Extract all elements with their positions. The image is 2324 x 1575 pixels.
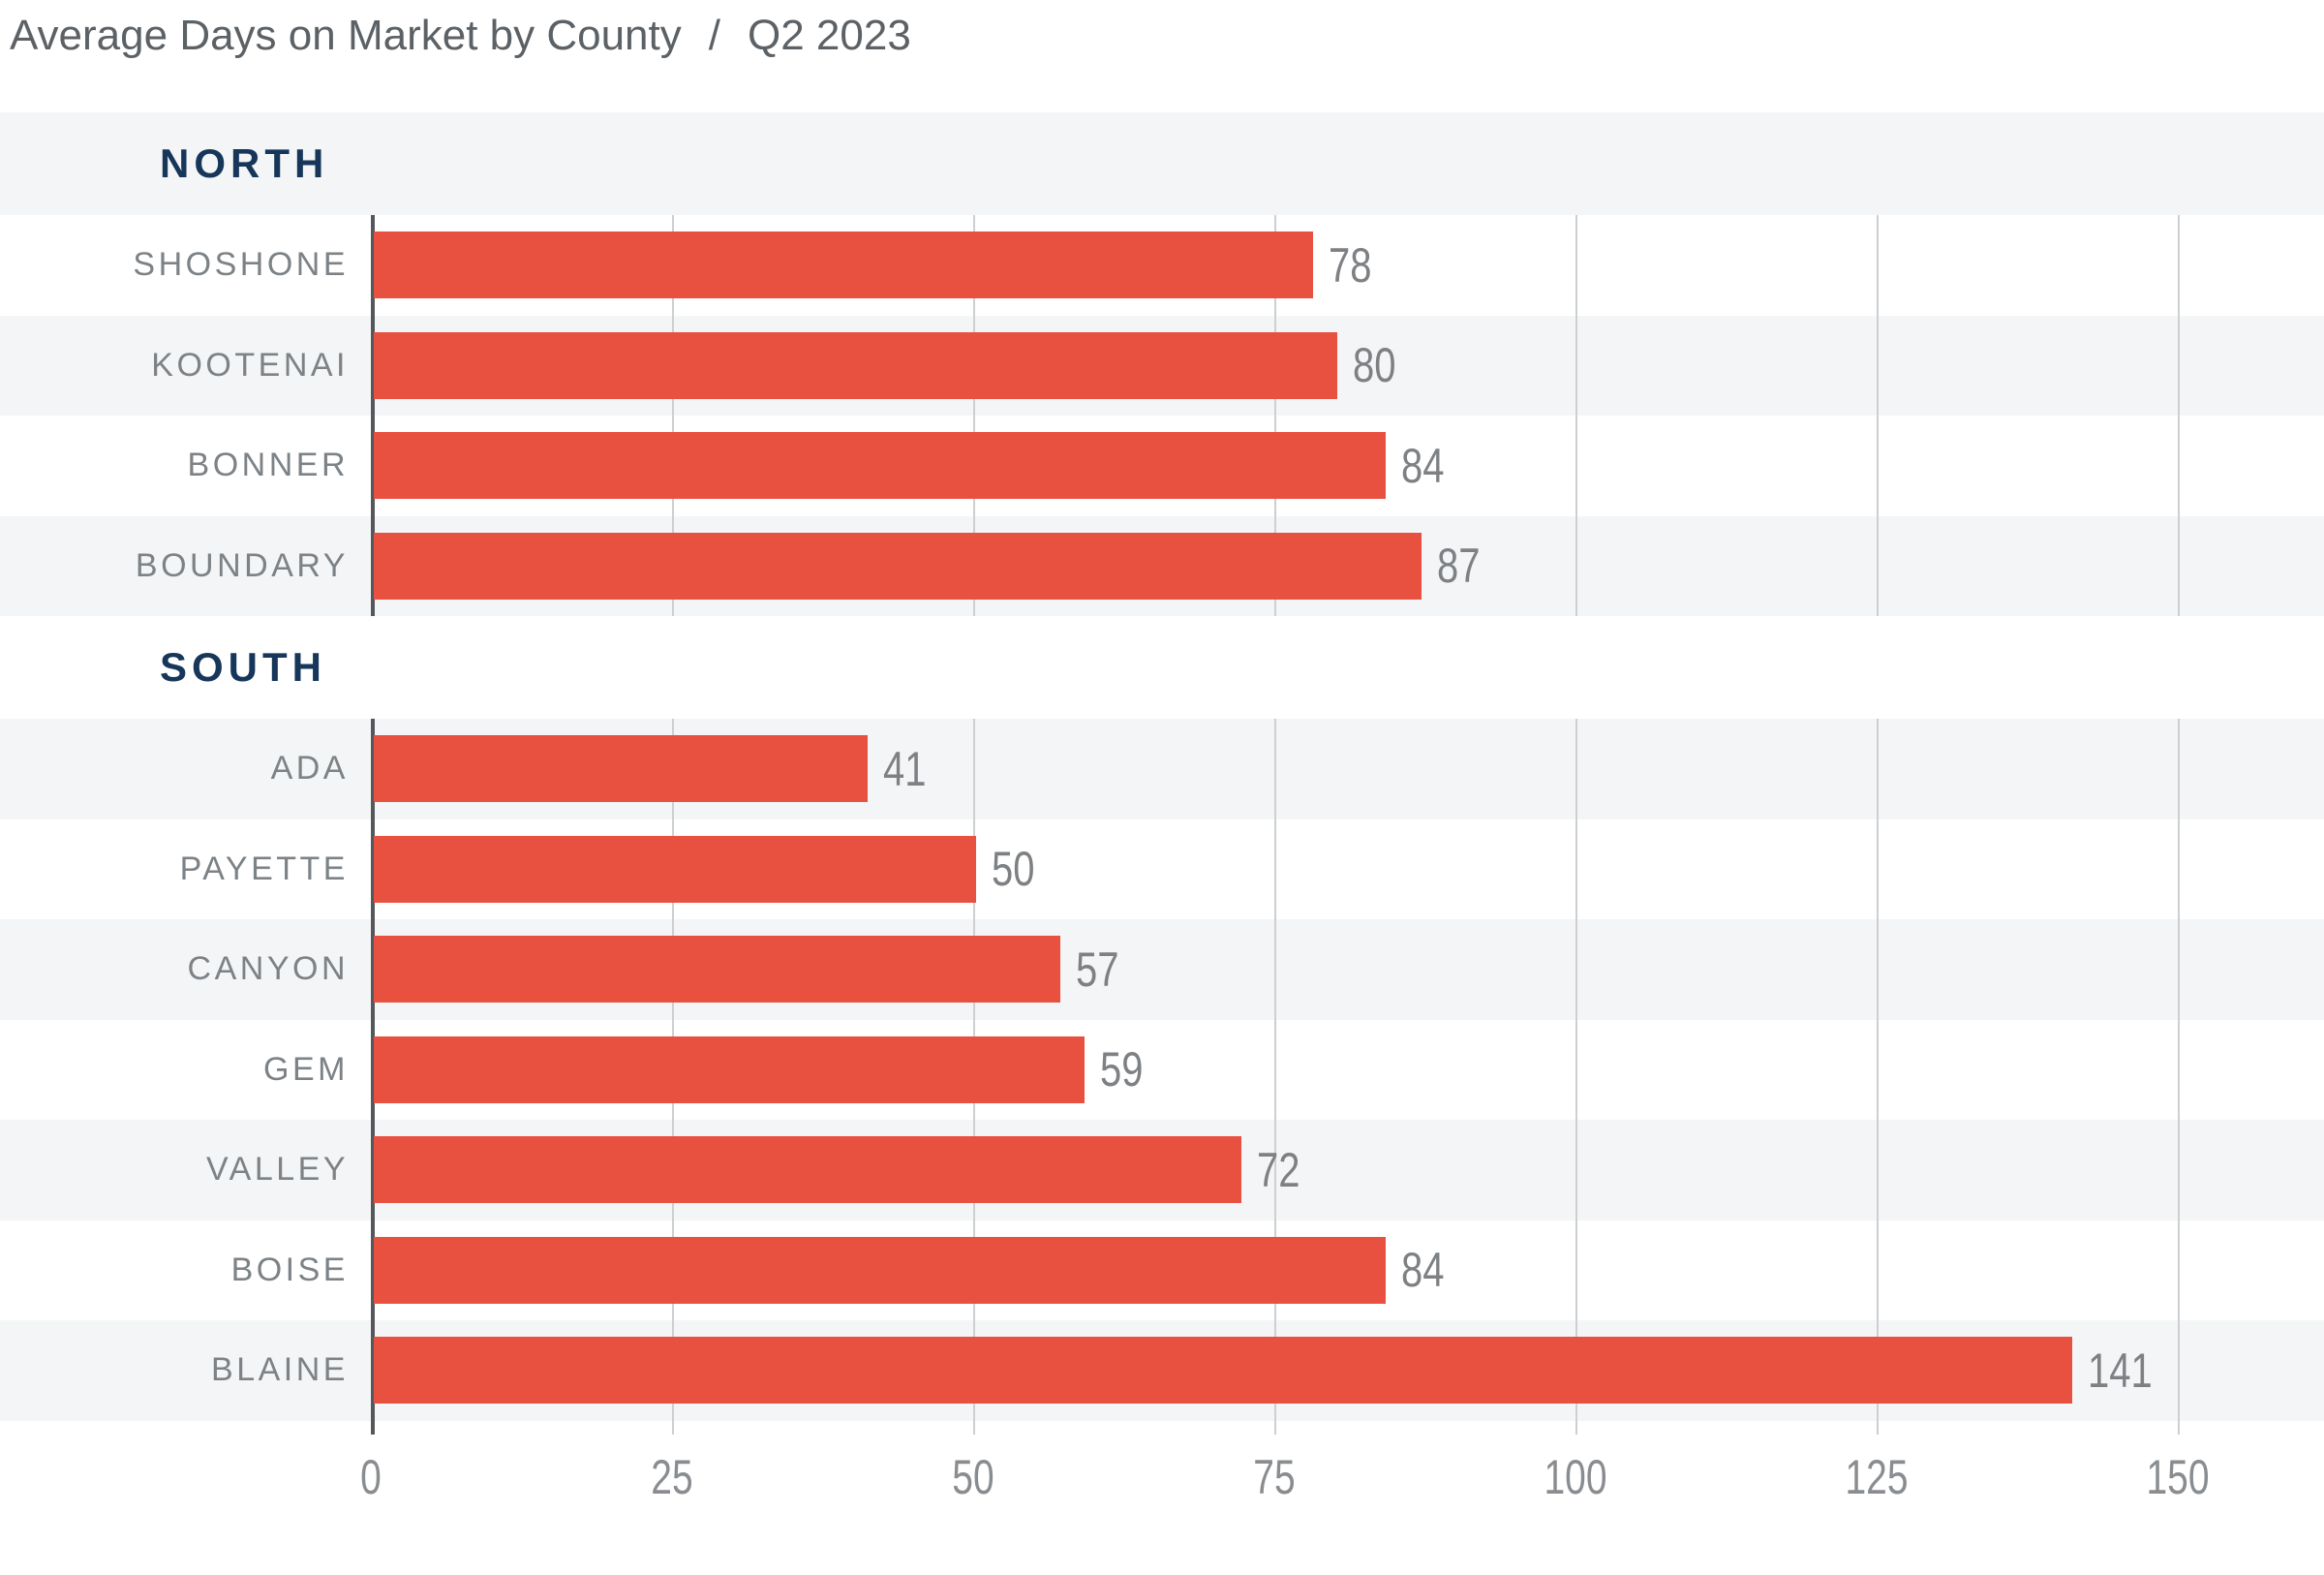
axis-zero-line: [371, 215, 375, 616]
chart-title-row: Average Days on Market by County / Q2 2023: [10, 12, 911, 60]
gridline-125: [1877, 215, 1879, 616]
axis-tick-100: [1575, 1420, 1577, 1435]
table-row-boise: BOISE: [0, 1220, 2324, 1321]
category-label-blaine: BLAINE: [211, 1351, 349, 1389]
axis-tick-label-25: 25: [651, 1450, 693, 1504]
value-label-canyon: 57: [1076, 942, 1119, 997]
category-label-ada: ADA: [270, 750, 349, 788]
chart-period: Q2 2023: [748, 12, 911, 59]
axis-tick-label-100: 100: [1544, 1450, 1607, 1504]
axis-tick-50: [973, 1420, 975, 1435]
gridline-75: [1274, 215, 1276, 616]
value-label-valley: 72: [1257, 1142, 1300, 1197]
value-label-boise: 84: [1401, 1243, 1445, 1298]
category-label-kootenai: KOOTENAI: [151, 346, 349, 384]
axis-zero-line: [371, 719, 375, 1435]
bar-boise: [374, 1236, 1386, 1304]
value-label-payette: 50: [992, 842, 1035, 897]
table-row-bonner: BONNER: [0, 416, 2324, 516]
axis-tick-label-125: 125: [1845, 1450, 1909, 1504]
table-row-payette: PAYETTE: [0, 819, 2324, 920]
bar-canyon: [374, 936, 1060, 1004]
value-label-boundary: 87: [1437, 539, 1481, 594]
gridline-25: [672, 215, 674, 616]
value-label-blaine: 141: [2088, 1343, 2153, 1398]
axis-tick-25: [672, 1420, 674, 1435]
group-label-south: SOUTH: [160, 644, 326, 690]
value-label-gem: 59: [1100, 1042, 1144, 1097]
bar-kootenai: [374, 331, 1337, 399]
group-label-north: NORTH: [160, 140, 329, 186]
value-label-shoshone: 78: [1329, 237, 1372, 293]
axis-tick-label-0: 0: [360, 1450, 382, 1504]
group-header-north: NORTH: [0, 112, 2324, 215]
category-label-bonner: BONNER: [187, 447, 349, 484]
value-label-ada: 41: [883, 741, 927, 796]
axis-tick-125: [1877, 1420, 1879, 1435]
table-row-ada: ADA: [0, 719, 2324, 819]
category-label-canyon: CANYON: [187, 950, 349, 988]
bar-boundary: [374, 532, 1422, 600]
category-label-payette: PAYETTE: [179, 849, 349, 887]
table-row-shoshone: SHOSHONE: [0, 215, 2324, 316]
table-row-gem: GEM: [0, 1020, 2324, 1121]
gridline-100: [1575, 719, 1577, 1421]
table-row-canyon: CANYON: [0, 919, 2324, 1020]
bar-payette: [374, 835, 976, 903]
value-label-bonner: 84: [1401, 438, 1445, 493]
group-header-south: SOUTH: [0, 616, 2324, 719]
category-label-shoshone: SHOSHONE: [133, 246, 349, 284]
title-separator: /: [708, 12, 720, 59]
bar-gem: [374, 1035, 1085, 1103]
chart-title: Average Days on Market by County: [10, 12, 682, 59]
gridline-75: [1274, 719, 1276, 1421]
gridline-150: [2178, 215, 2180, 616]
axis-tick-label-150: 150: [2146, 1450, 2210, 1504]
axis-tick-75: [1274, 1420, 1276, 1435]
axis-tick-150: [2178, 1420, 2180, 1435]
gridline-100: [1575, 215, 1577, 616]
bar-shoshone: [374, 232, 1313, 299]
category-label-boundary: BOUNDARY: [135, 546, 349, 584]
axis-tick-label-50: 50: [952, 1450, 994, 1504]
category-label-gem: GEM: [263, 1050, 349, 1088]
value-label-kootenai: 80: [1353, 338, 1396, 393]
bar-blaine: [374, 1337, 2072, 1405]
gridline-150: [2178, 719, 2180, 1421]
category-label-boise: BOISE: [230, 1251, 349, 1288]
axis-tick-label-75: 75: [1253, 1450, 1296, 1504]
gridline-50: [973, 215, 975, 616]
category-label-valley: VALLEY: [205, 1151, 349, 1189]
bar-ada: [374, 735, 868, 803]
gridline-125: [1877, 719, 1879, 1421]
bar-valley: [374, 1136, 1241, 1204]
bar-bonner: [374, 432, 1386, 500]
